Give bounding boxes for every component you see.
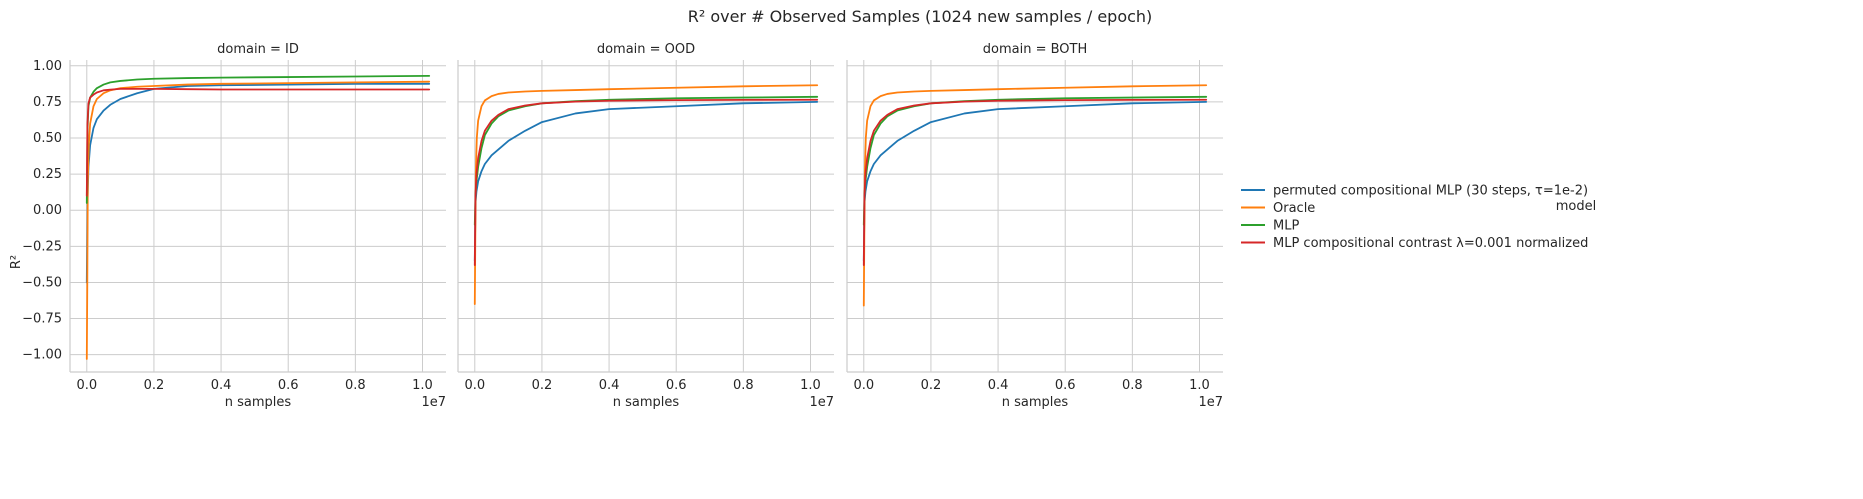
x-tick-label: 0.0 xyxy=(76,378,97,393)
legend: model permuted compositional MLP (30 ste… xyxy=(1241,184,1596,251)
series-line-4 xyxy=(473,98,819,267)
x-tick-label: 0.8 xyxy=(1122,378,1143,393)
panel-title: domain = ID xyxy=(217,42,299,57)
series-line-1 xyxy=(473,100,819,262)
x-offset-label: 1e7 xyxy=(421,395,446,410)
x-tick-label: 0.2 xyxy=(144,378,165,393)
series-line-1 xyxy=(862,100,1208,262)
x-tick-label: 0.4 xyxy=(599,378,620,393)
panel-1: domain = ID 0.0 0.2 0.4 0.6 0.8 1.0 1.00 0.75 0.5… xyxy=(22,42,446,410)
series-line-2 xyxy=(473,84,819,306)
x-axis-label: n samples xyxy=(1002,395,1069,410)
x-tick-label: 0.0 xyxy=(853,378,874,393)
x-tick-label: 0.4 xyxy=(211,378,232,393)
y-tick-label: 0.00 xyxy=(33,203,62,218)
panel-3: domain = BOTH 0.0 0.2 0.4 0.6 0.8 1.0 n samples… xyxy=(846,42,1223,410)
chart-title: R² over # Observed Samples (1024 new sam… xyxy=(688,7,1153,26)
y-tick-label: 1.00 xyxy=(33,59,62,74)
legend-label: MLP compositional contrast λ=0.001 norma… xyxy=(1273,236,1588,251)
series-line-3 xyxy=(862,95,1208,226)
series-line-4 xyxy=(85,87,431,197)
y-tick-label: 0.50 xyxy=(33,131,62,146)
x-axis-label: n samples xyxy=(613,395,680,410)
panels: domain = ID 0.0 0.2 0.4 0.6 0.8 1.0 1.00 0.75 0.5… xyxy=(22,42,1223,410)
y-tick-label: −0.50 xyxy=(22,275,62,290)
y-tick-label: −0.25 xyxy=(22,239,62,254)
x-tick-label: 1.0 xyxy=(412,378,433,393)
x-tick-label: 0.6 xyxy=(278,378,299,393)
y-tick-label: −0.75 xyxy=(22,312,62,327)
x-tick-label: 1.0 xyxy=(800,378,821,393)
y-axis-label: R² xyxy=(9,255,24,269)
x-tick-label: 0.6 xyxy=(666,378,687,393)
x-offset-label: 1e7 xyxy=(809,395,834,410)
x-offset-label: 1e7 xyxy=(1198,395,1223,410)
x-tick-label: 0.2 xyxy=(532,378,553,393)
legend-entries: permuted compositional MLP (30 steps, τ=… xyxy=(1241,184,1588,251)
x-axis-label: n samples xyxy=(225,395,292,410)
panel-2: domain = OOD 0.0 0.2 0.4 0.6 0.8 1.0 n samples 1… xyxy=(457,42,834,410)
x-tick-label: 1.0 xyxy=(1189,378,1210,393)
legend-label: permuted compositional MLP (30 steps, τ=… xyxy=(1273,184,1588,199)
y-tick-label: −1.00 xyxy=(22,348,62,363)
legend-label: Oracle xyxy=(1273,201,1315,216)
panel-title: domain = BOTH xyxy=(983,42,1087,57)
legend-entry: MLP xyxy=(1241,219,1299,234)
legend-entry: permuted compositional MLP (30 steps, τ=… xyxy=(1241,184,1588,199)
y-tick-label: 0.25 xyxy=(33,167,62,182)
series-line-4 xyxy=(862,98,1208,267)
x-tick-label: 0.8 xyxy=(345,378,366,393)
series-line-3 xyxy=(473,95,819,226)
x-tick-label: 0.6 xyxy=(1055,378,1076,393)
legend-title: model xyxy=(1556,199,1596,214)
legend-entry: Oracle xyxy=(1241,201,1315,216)
x-tick-label: 0.8 xyxy=(733,378,754,393)
series-line-2 xyxy=(85,80,431,360)
x-tick-label: 0.2 xyxy=(921,378,942,393)
legend-label: MLP xyxy=(1273,219,1299,234)
series-line-1 xyxy=(85,82,431,284)
series-line-3 xyxy=(85,74,431,204)
x-tick-label: 0.4 xyxy=(988,378,1009,393)
x-tick-label: 0.0 xyxy=(464,378,485,393)
legend-entry: MLP compositional contrast λ=0.001 norma… xyxy=(1241,236,1588,251)
panel-title: domain = OOD xyxy=(597,42,695,57)
y-tick-label: 0.75 xyxy=(33,95,62,110)
series-line-2 xyxy=(862,84,1208,307)
